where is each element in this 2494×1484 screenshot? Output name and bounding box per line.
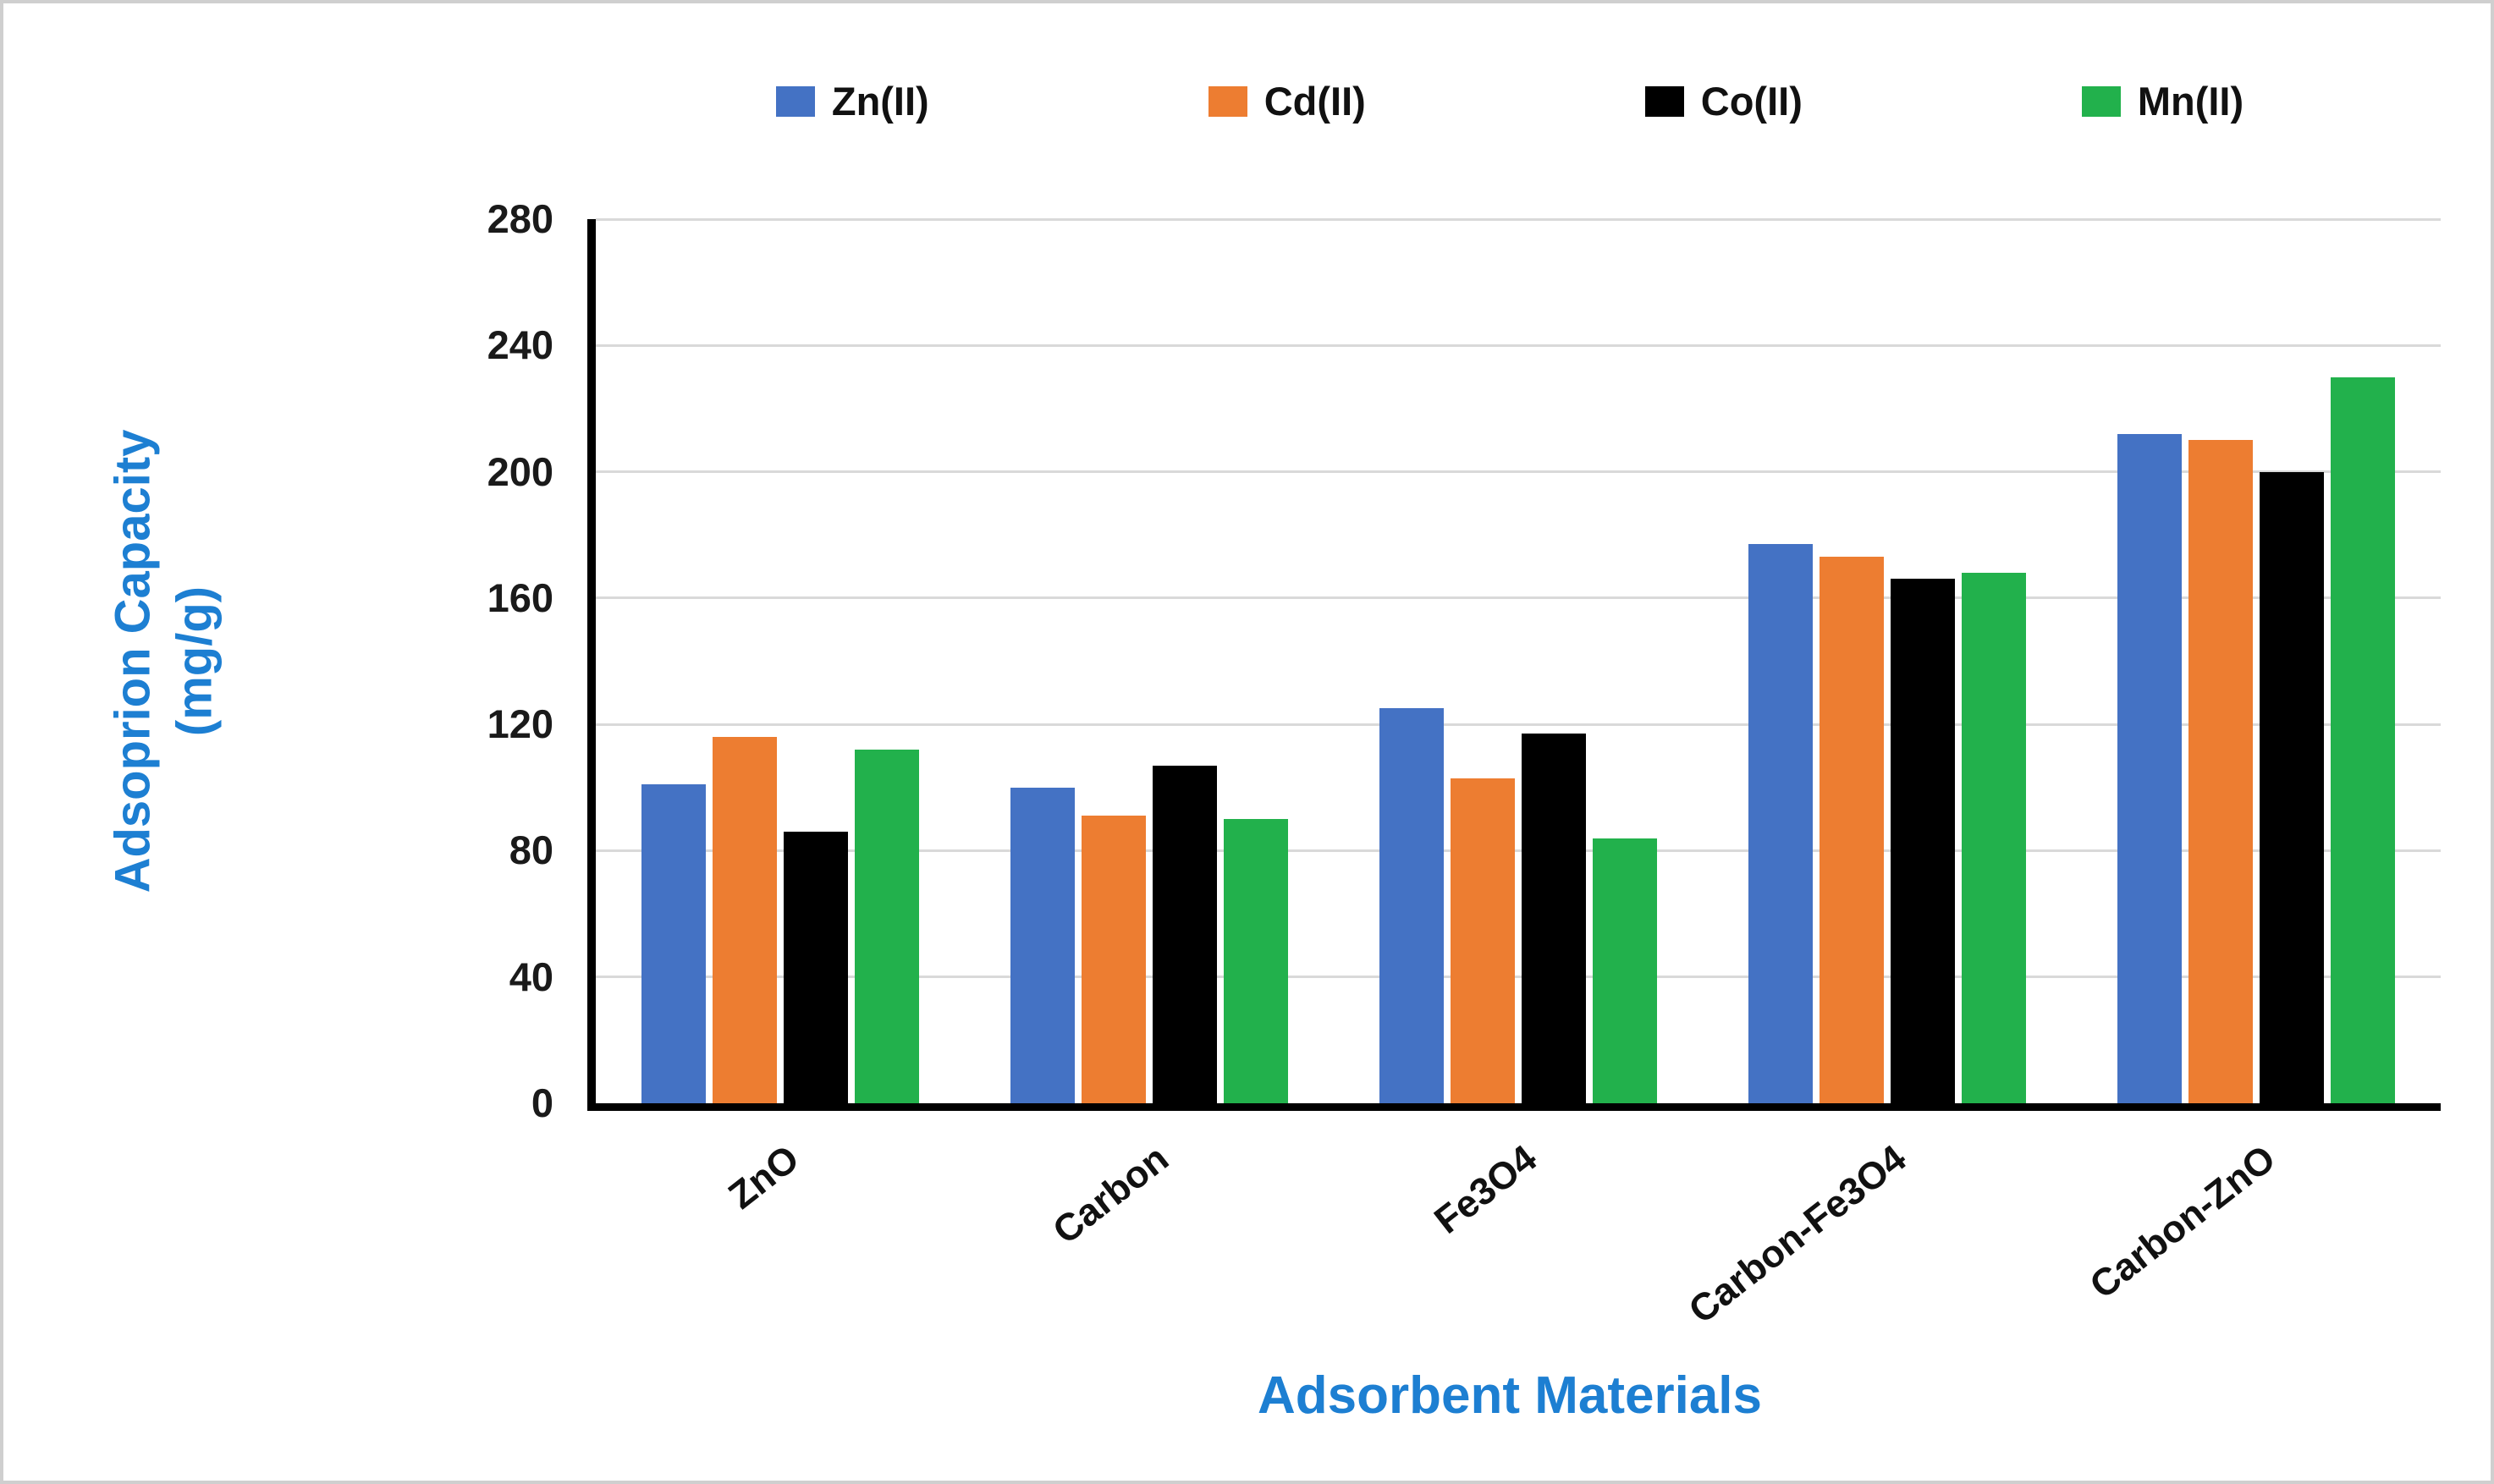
legend-label: Cd(II): [1264, 79, 1366, 124]
bar-cd-ii-zno: [713, 737, 777, 1103]
bar-mn-ii-carbon-zno: [2331, 376, 2395, 1103]
x-category-label-carbon: Carbon: [1043, 1136, 1176, 1253]
chart-legend: Zn(II) Cd(II) Co(II) Mn(II): [587, 78, 2432, 124]
gridline: [596, 470, 2441, 474]
y-tick-label: 160: [487, 574, 553, 620]
bar-cd-ii-carbon: [1082, 816, 1146, 1103]
legend-swatch-cd-ii: [1208, 85, 1247, 117]
y-tick-label: 200: [487, 448, 553, 494]
gridline: [596, 723, 2441, 726]
y-tick-label: 280: [487, 196, 553, 241]
bar-zn-ii-fe3o4: [1379, 708, 1444, 1103]
bar-zn-ii-zno: [641, 784, 706, 1103]
y-tick-label: 40: [509, 954, 553, 999]
bar-co-ii-zno: [784, 832, 848, 1103]
legend-label: Co(II): [1700, 79, 1803, 124]
legend-item-cd-ii: Cd(II): [1208, 78, 1366, 124]
bar-cd-ii-carbon-fe3o4: [1820, 557, 1884, 1103]
bar-zn-ii-carbon-fe3o4: [1748, 544, 1813, 1103]
bar-mn-ii-carbon: [1224, 819, 1288, 1103]
legend-item-co-ii: Co(II): [1644, 78, 1803, 124]
y-axis-title-text: Adsoprion Capacity (mg/g): [103, 430, 226, 893]
x-category-label-carbon-zno: Carbon-ZnO: [2081, 1136, 2283, 1307]
bar-cd-ii-carbon-zno: [2188, 440, 2253, 1103]
legend-swatch-zn-ii: [775, 85, 815, 117]
y-axis-title: Adsoprion Capacity (mg/g): [54, 219, 274, 1103]
bar-co-ii-carbon-zno: [2260, 471, 2324, 1103]
legend-item-mn-ii: Mn(II): [2081, 78, 2244, 124]
plot-area: [587, 217, 2441, 1111]
legend-label: Mn(II): [2137, 79, 2244, 124]
x-axis-category-labels: ZnO Carbon Fe3O4 Carbon-Fe3O4 Carbon-ZnO: [596, 1111, 2441, 1365]
x-category-label-carbon-fe3o4: Carbon-Fe3O4: [1680, 1136, 1914, 1333]
legend-label: Zn(II): [831, 79, 929, 124]
gridline: [596, 596, 2441, 600]
gridline: [596, 344, 2441, 347]
y-axis-tick-labels: 0 40 80 120 160 200 240 280: [359, 197, 553, 1125]
bar-mn-ii-fe3o4: [1593, 838, 1657, 1103]
bar-co-ii-fe3o4: [1522, 734, 1586, 1103]
bar-zn-ii-carbon-zno: [2117, 433, 2182, 1103]
gridline: [596, 217, 2441, 221]
gridline: [596, 849, 2441, 852]
y-axis-title-line2: (mg/g): [167, 585, 223, 737]
x-category-label-zno: ZnO: [720, 1136, 807, 1217]
bar-mn-ii-zno: [855, 750, 919, 1103]
bar-cd-ii-fe3o4: [1451, 778, 1515, 1103]
legend-swatch-mn-ii: [2081, 85, 2121, 117]
legend-swatch-co-ii: [1644, 85, 1684, 117]
y-axis-title-line1: Adsoprion Capacity: [105, 429, 161, 893]
legend-item-zn-ii: Zn(II): [775, 78, 929, 124]
bar-co-ii-carbon-fe3o4: [1891, 579, 1955, 1103]
bar-zn-ii-carbon: [1010, 787, 1075, 1103]
y-tick-label: 120: [487, 701, 553, 747]
bar-co-ii-carbon: [1153, 765, 1217, 1103]
x-axis-title: Adsorbent Materials: [1257, 1366, 1763, 1425]
bar-mn-ii-carbon-fe3o4: [1962, 573, 2026, 1103]
x-category-label-fe3o4: Fe3O4: [1426, 1136, 1545, 1242]
y-tick-label: 240: [487, 322, 553, 368]
gridline: [596, 976, 2441, 979]
y-tick-label: 80: [509, 827, 553, 873]
y-tick-label: 0: [531, 1080, 553, 1125]
